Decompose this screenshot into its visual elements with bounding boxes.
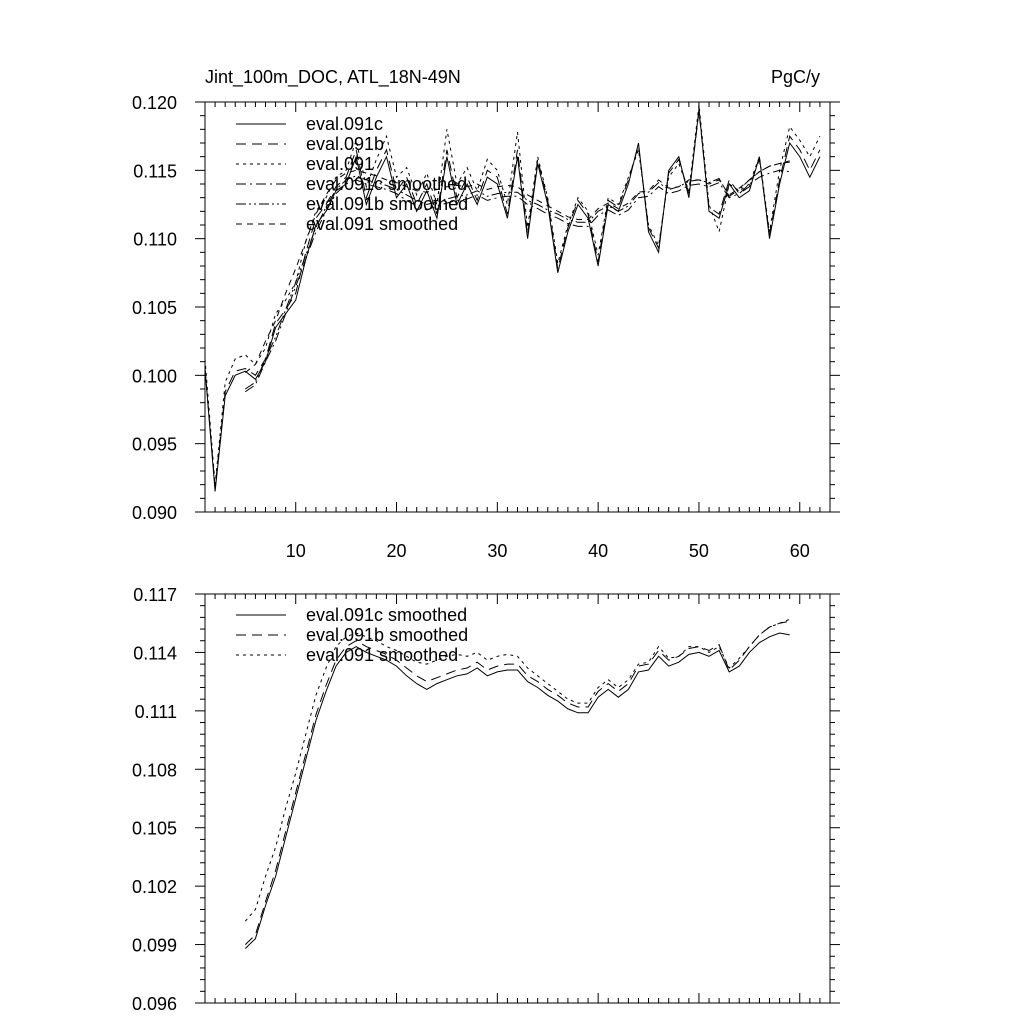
series-line-eval-091c — [204, 108, 821, 492]
y-tick-label: 0.114 — [133, 643, 177, 663]
y-tick-label: 0.102 — [132, 877, 177, 897]
x-tick-label: 50 — [689, 541, 709, 561]
y-tick-label: 0.111 — [135, 702, 177, 722]
legend-label: eval.091c smoothed — [306, 605, 467, 625]
legend-label: eval.091 smoothed — [306, 214, 458, 234]
legend-label: eval.091b smoothed — [306, 194, 468, 214]
x-tick-label: 20 — [387, 541, 407, 561]
series-line-eval-091-smoothed — [244, 160, 790, 373]
x-tick-label: 60 — [790, 541, 810, 561]
series-line-eval-091c-smoothed — [245, 169, 790, 393]
y-tick-label: 0.099 — [132, 936, 177, 956]
legend-label: eval.091b — [306, 134, 384, 154]
x-tick-label: 10 — [286, 541, 306, 561]
y-tick-label: 0.095 — [132, 435, 177, 455]
series-line-eval-091 — [204, 104, 821, 485]
y-tick-label: 0.096 — [132, 994, 177, 1014]
legend-label: eval.091c smoothed — [306, 174, 467, 194]
y-tick-label: 0.117 — [133, 585, 177, 605]
chart-title-left: Jint_100m_DOC, ATL_18N-49N — [205, 67, 461, 88]
legend-label: eval.091b smoothed — [306, 625, 468, 645]
plot-frame — [204, 101, 831, 513]
x-tick-label: 30 — [487, 541, 507, 561]
y-tick-label: 0.108 — [132, 760, 177, 780]
y-tick-label: 0.115 — [133, 161, 177, 181]
x-tick-label: 40 — [588, 541, 608, 561]
legend-label: eval.091 — [306, 154, 374, 174]
legend-label: eval.091c — [306, 114, 383, 134]
series-line-eval-091-smoothed — [244, 618, 790, 922]
y-tick-label: 0.105 — [132, 298, 177, 318]
y-tick-label: 0.090 — [132, 503, 177, 523]
y-tick-label: 0.105 — [132, 819, 177, 839]
legend-label: eval.091 smoothed — [306, 645, 458, 665]
series-line-eval-091b — [204, 111, 821, 488]
y-tick-label: 0.120 — [132, 93, 177, 113]
y-tick-label: 0.110 — [133, 230, 177, 250]
bottom-panel: 0.096 0.099 0.102 0.105 0.108 0.111 0.114 0.117… — [132, 585, 840, 1014]
chart-units-label: PgC/y — [771, 67, 820, 87]
plot-frame — [204, 593, 831, 1004]
y-tick-label: 0.100 — [132, 366, 177, 386]
top-panel: 0.090 0.095 0.100 0.105 0.110 0.115 0.120 10 20 3… — [132, 93, 840, 561]
series-line-eval-091c-smoothed — [244, 632, 790, 949]
